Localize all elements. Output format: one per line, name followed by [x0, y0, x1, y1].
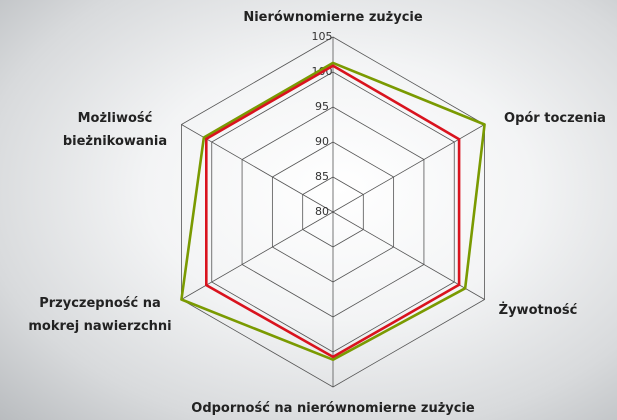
axis-label-line: Przyczepność na — [39, 296, 161, 311]
axis-label-line: Możliwość — [78, 111, 153, 126]
chart: 80859095100105Nierównomierne zużycieOpór… — [0, 0, 617, 420]
axis-label: Możliwość bieżnikowania — [63, 111, 167, 149]
tick-label: 90 — [315, 135, 329, 148]
axis-label: Przyczepność na mokrej nawierzchni — [28, 296, 171, 334]
tick-label: 105 — [312, 30, 333, 43]
axis-label-line: Żywotność — [499, 302, 578, 318]
axis-label-line: Opór toczenia — [504, 111, 606, 126]
axis-label: Nierównomierne zużycie — [243, 10, 423, 25]
axis-label-line: Nierównomierne zużycie — [243, 10, 423, 25]
axis-label-line: mokrej nawierzchni — [28, 319, 171, 334]
axis-label: Opór toczenia — [504, 111, 606, 126]
spoke — [333, 212, 485, 300]
tick-label: 80 — [315, 205, 329, 218]
axis-label: Odporność na nierównomierne zużycie — [191, 401, 475, 416]
tick-label: 85 — [315, 170, 329, 183]
axis-label-line: bieżnikowania — [63, 134, 167, 149]
tick-label: 95 — [315, 100, 329, 113]
axis-label-line: Odporność na nierównomierne zużycie — [191, 401, 475, 416]
axis-label: Żywotność — [499, 302, 578, 318]
spoke — [333, 125, 485, 213]
chart-area: 80859095100105Nierównomierne zużycieOpór… — [0, 0, 617, 420]
spoke — [181, 212, 333, 300]
